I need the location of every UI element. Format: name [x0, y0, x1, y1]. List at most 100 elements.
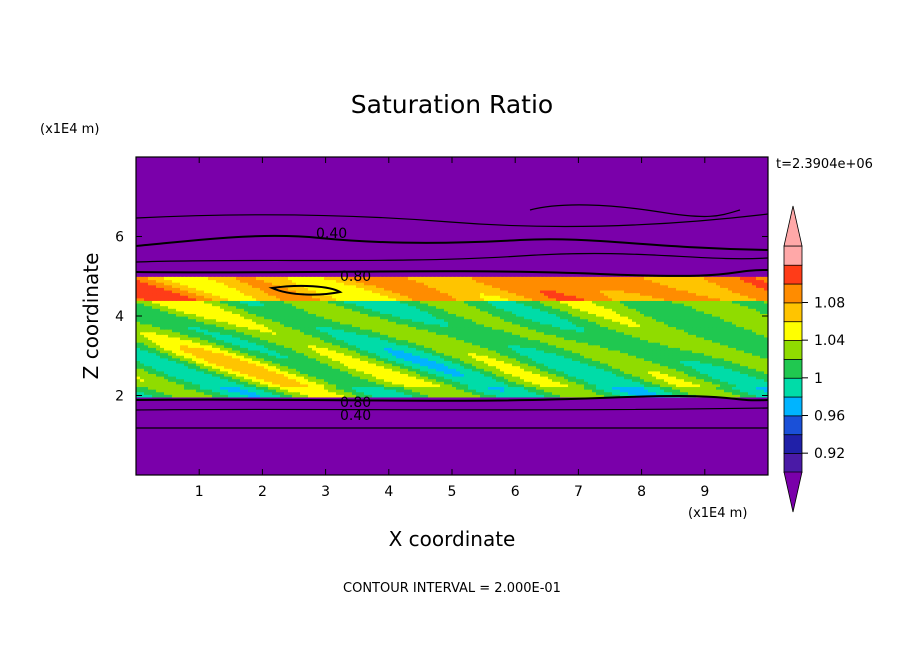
- heatmap-cell: [700, 329, 705, 333]
- heatmap-cell: [756, 381, 761, 385]
- heatmap-cell: [652, 344, 657, 348]
- heatmap-cell: [716, 381, 721, 385]
- heatmap-cell: [432, 357, 437, 361]
- heatmap-cell: [568, 352, 573, 356]
- heatmap-cell: [136, 378, 141, 382]
- heatmap-cell: [236, 373, 241, 377]
- heatmap-cell: [756, 344, 761, 348]
- heatmap-cell: [632, 373, 637, 377]
- heatmap-cell: [428, 355, 433, 359]
- heatmap-cell: [444, 394, 449, 398]
- heatmap-cell: [584, 342, 589, 346]
- heatmap-cell: [248, 316, 253, 320]
- heatmap-cell: [252, 334, 257, 338]
- heatmap-cell: [376, 378, 381, 382]
- heatmap-cell: [676, 347, 681, 351]
- heatmap-cell: [368, 355, 373, 359]
- heatmap-cell: [720, 365, 725, 369]
- heatmap-cell: [564, 323, 569, 328]
- heatmap-cell: [656, 326, 661, 330]
- heatmap-cell: [748, 334, 753, 338]
- heatmap-cell: [228, 329, 233, 333]
- heatmap-cell: [712, 321, 717, 325]
- heatmap-cell: [536, 381, 541, 385]
- heatmap-cell: [136, 381, 141, 385]
- heatmap-cell: [304, 394, 309, 398]
- heatmap-cell: [632, 323, 637, 328]
- heatmap-cell: [420, 386, 425, 390]
- heatmap-cell: [444, 313, 449, 317]
- heatmap-cell: [664, 373, 669, 377]
- heatmap-cell: [628, 368, 633, 372]
- heatmap-cell: [456, 339, 461, 343]
- heatmap-cell: [652, 334, 657, 338]
- heatmap-cell: [216, 394, 221, 398]
- heatmap-cell: [452, 389, 457, 393]
- heatmap-cell: [172, 334, 177, 338]
- heatmap-cell: [732, 347, 737, 351]
- heatmap-cell: [164, 383, 169, 388]
- heatmap-cell: [584, 326, 589, 330]
- heatmap-cell: [708, 344, 713, 348]
- heatmap-cell: [164, 378, 169, 382]
- heatmap-cell: [712, 357, 717, 361]
- heatmap-cell: [548, 355, 553, 359]
- heatmap-cell: [376, 389, 381, 393]
- heatmap-cell: [392, 376, 397, 380]
- heatmap-cell: [544, 329, 549, 333]
- heatmap-cell: [568, 378, 573, 382]
- heatmap-cell: [596, 368, 601, 372]
- heatmap-cell: [756, 347, 761, 351]
- heatmap-cell: [720, 331, 725, 335]
- heatmap-cell: [696, 331, 701, 335]
- heatmap-cell: [652, 391, 657, 395]
- heatmap-cell: [400, 389, 405, 393]
- heatmap-cell: [164, 347, 169, 351]
- heatmap-cell: [408, 370, 413, 374]
- heatmap-cell: [188, 323, 193, 328]
- heatmap-cell: [628, 331, 633, 335]
- heatmap-cell: [740, 316, 745, 320]
- heatmap-cell: [720, 368, 725, 372]
- heatmap-cell: [344, 347, 349, 351]
- heatmap-cell: [460, 394, 465, 398]
- heatmap-cell: [396, 373, 401, 377]
- heatmap-cell: [224, 342, 229, 346]
- heatmap-cell: [224, 352, 229, 356]
- heatmap-cell: [224, 383, 229, 388]
- heatmap-cell: [436, 362, 441, 367]
- heatmap-cell: [508, 365, 513, 369]
- heatmap-cell: [524, 368, 529, 372]
- heatmap-cell: [692, 316, 697, 320]
- heatmap-cell: [228, 378, 233, 382]
- heatmap-cell: [196, 362, 201, 367]
- heatmap-cell: [656, 334, 661, 338]
- heatmap-cell: [152, 381, 157, 385]
- heatmap-cell: [616, 376, 621, 380]
- heatmap-cell: [284, 357, 289, 361]
- heatmap-cell: [704, 339, 709, 343]
- heatmap-cell: [272, 352, 277, 356]
- heatmap-cell: [724, 326, 729, 330]
- heatmap-cell: [756, 370, 761, 374]
- heatmap-cell: [584, 355, 589, 359]
- heatmap-cell: [380, 357, 385, 361]
- heatmap-cell: [392, 316, 397, 320]
- heatmap-cell: [664, 339, 669, 343]
- heatmap-cell: [620, 362, 625, 367]
- heatmap-cell: [584, 331, 589, 335]
- heatmap-cell: [304, 355, 309, 359]
- heatmap-cell: [428, 394, 433, 398]
- heatmap-cell: [432, 334, 437, 338]
- heatmap-cell: [648, 368, 653, 372]
- heatmap-cell: [388, 386, 393, 390]
- heatmap-cell: [356, 334, 361, 338]
- heatmap-cell: [644, 331, 649, 335]
- heatmap-cell: [324, 316, 329, 320]
- heatmap-cell: [200, 316, 205, 320]
- heatmap-cell: [636, 357, 641, 361]
- heatmap-cell: [672, 381, 677, 385]
- heatmap-cell: [760, 323, 765, 328]
- heatmap-cell: [520, 336, 525, 341]
- heatmap-cell: [288, 321, 293, 325]
